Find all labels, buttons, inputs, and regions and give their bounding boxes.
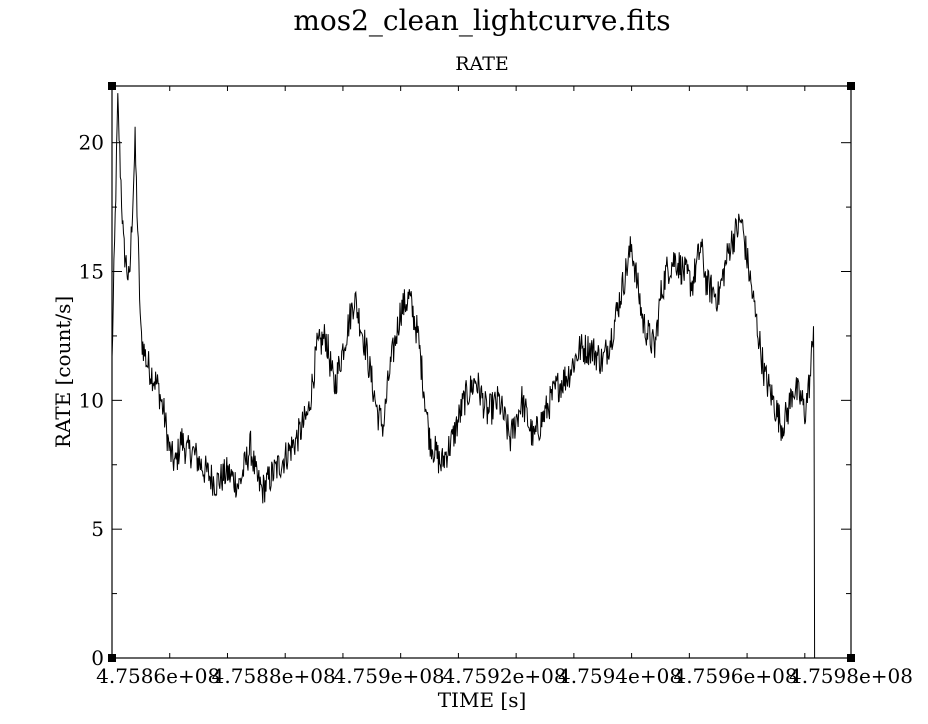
x-axis-label: TIME [s] xyxy=(438,688,527,712)
chart-subtitle: RATE xyxy=(455,53,509,75)
y-tick-label: 20 xyxy=(79,131,104,155)
chart-title: mos2_clean_lightcurve.fits xyxy=(293,4,670,37)
x-tick-label: 4.7596e+08 xyxy=(674,664,798,688)
x-tick-label: 4.7586e+08 xyxy=(96,664,220,688)
plot-area: 4.7586e+084.7588e+084.759e+084.7592e+084… xyxy=(79,82,913,688)
x-tick-label: 4.7588e+08 xyxy=(212,664,336,688)
y-tick-label: 10 xyxy=(79,388,104,412)
x-tick-label: 4.7594e+08 xyxy=(558,664,682,688)
series-line xyxy=(111,93,816,659)
y-tick-label: 15 xyxy=(79,260,104,284)
x-tick-label: 4.7598e+08 xyxy=(789,664,913,688)
y-axis-label: RATE [count/s] xyxy=(51,296,75,448)
y-tick-label: 5 xyxy=(91,517,104,541)
y-tick-label: 0 xyxy=(91,646,104,670)
frame-corner-marker xyxy=(847,82,855,90)
x-tick-label: 4.7592e+08 xyxy=(443,664,567,688)
x-tick-label: 4.759e+08 xyxy=(333,664,444,688)
plot-frame xyxy=(111,85,852,659)
